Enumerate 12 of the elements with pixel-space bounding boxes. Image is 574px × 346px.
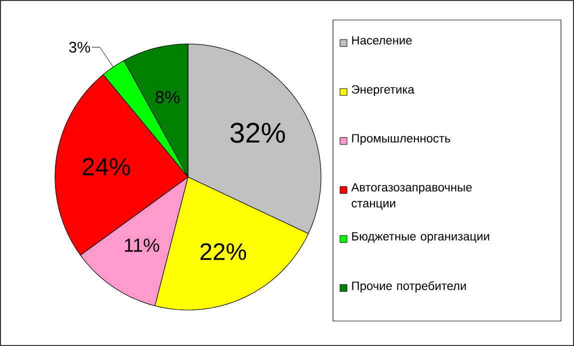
data-label: 3% — [69, 42, 90, 53]
legend-label: Автогазозаправочные станции — [351, 183, 472, 210]
legend-label: Энергетика — [352, 85, 414, 96]
legend-label: Прочие потребители — [352, 281, 466, 292]
data-label: 8% — [156, 90, 180, 104]
legend-label: Население — [352, 36, 412, 45]
data-label: 22% — [200, 243, 246, 260]
data-label: 32% — [230, 122, 285, 143]
legend-label: Промышленность — [352, 134, 450, 145]
data-label: 11% — [124, 238, 160, 252]
legend-label: Бюджетные организации — [352, 232, 490, 243]
data-label: 24% — [82, 158, 130, 176]
